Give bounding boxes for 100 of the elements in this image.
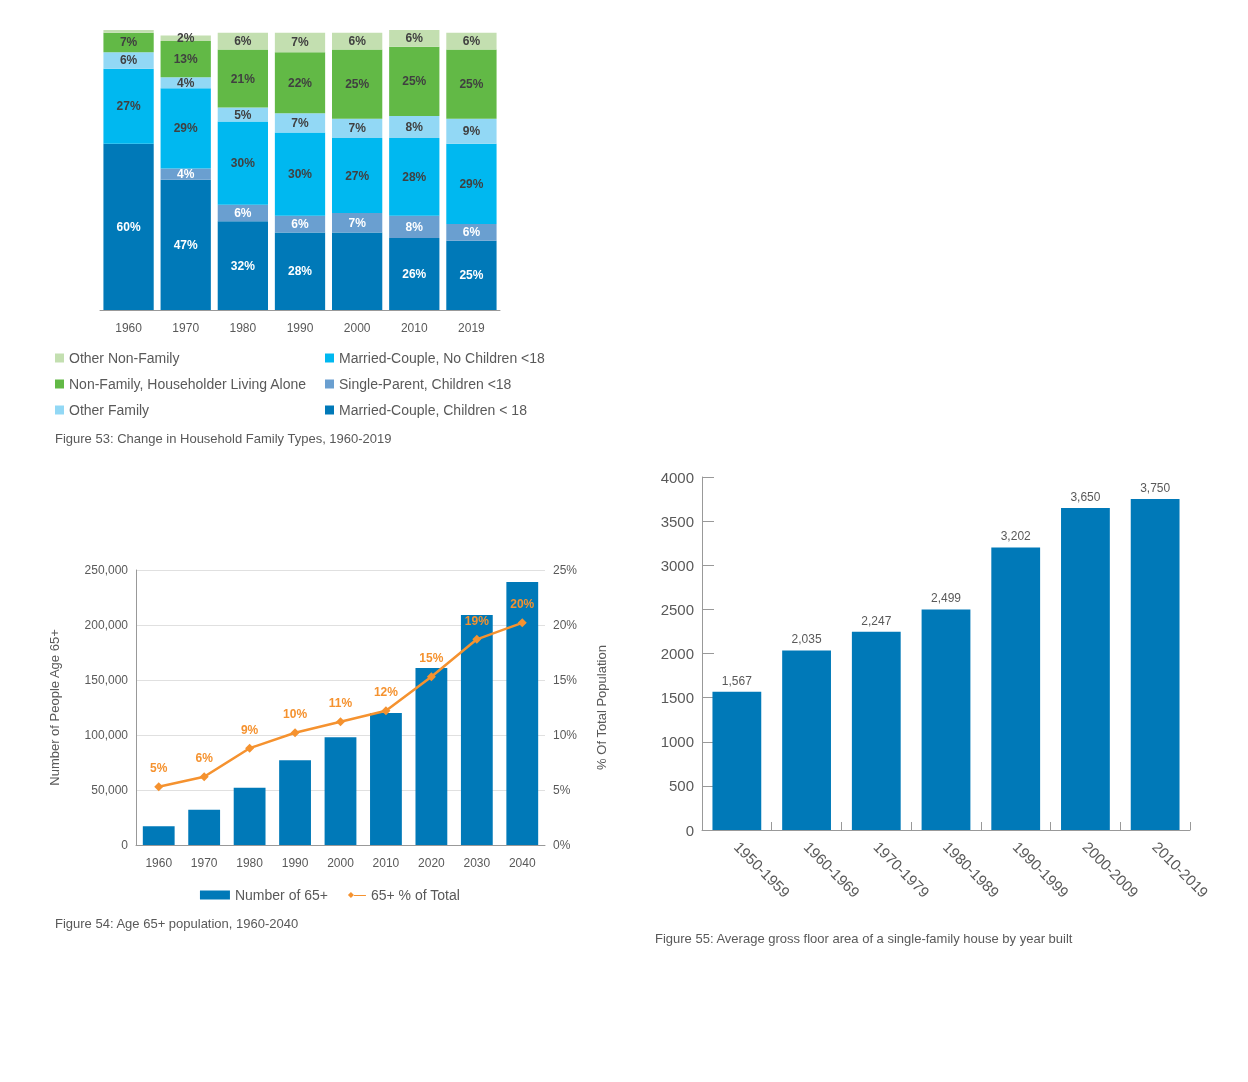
- y2-tick-label: 15%: [553, 673, 578, 687]
- bar: [332, 232, 383, 310]
- data-label: 6%: [119, 53, 138, 68]
- data-label: 29%: [173, 121, 199, 136]
- bar: [217, 121, 268, 205]
- y-tick-label: 4000: [660, 468, 694, 486]
- x-tick-label: 1960: [145, 856, 173, 870]
- data-label: 6%: [291, 217, 309, 232]
- data-label: 2,247: [861, 613, 892, 628]
- y-tick-label: 0: [121, 838, 129, 852]
- y-tick-label: 500: [668, 777, 694, 795]
- bar: [217, 221, 268, 310]
- data-label: 3,650: [1070, 489, 1101, 504]
- x-tick-label: 2030: [463, 856, 491, 870]
- bar: [274, 132, 326, 216]
- bar: [446, 49, 497, 119]
- bar: [415, 667, 448, 845]
- data-label: 6%: [462, 34, 481, 49]
- legend-label: Other Family: [69, 402, 150, 418]
- data-label: 7%: [291, 115, 309, 130]
- y-tick-label: 2500: [660, 600, 694, 618]
- data-label: 3,750: [1140, 481, 1171, 496]
- data-label: 7%: [348, 215, 367, 230]
- bar: [1130, 499, 1180, 830]
- data-label: 6%: [405, 31, 424, 46]
- y2-tick-label: 5%: [553, 783, 571, 797]
- x-tick-label: 1980: [229, 321, 257, 335]
- point: [381, 706, 391, 716]
- data-label: 22%: [287, 75, 313, 90]
- data-label: 4%: [177, 75, 195, 90]
- y-tick-label: 150,000: [84, 673, 129, 687]
- bar: [274, 232, 326, 310]
- point: [245, 743, 255, 753]
- bar: [274, 113, 326, 133]
- bar: [103, 143, 154, 310]
- bar: [160, 179, 211, 310]
- bar: [460, 615, 493, 845]
- y2-tick-label: 20%: [553, 618, 578, 632]
- data-label: 3,202: [1000, 529, 1032, 544]
- bar: [217, 49, 268, 108]
- data-label: 6%: [462, 225, 481, 240]
- bar: [188, 809, 221, 845]
- data-label: 9%: [240, 722, 259, 737]
- bar: [446, 143, 497, 225]
- y2-tick-label: 10%: [553, 728, 578, 742]
- data-label: 7%: [119, 35, 138, 50]
- data-label: 10%: [283, 707, 308, 722]
- text: Figure 55: Average gross floor area of a single-family house by year built: [655, 931, 1073, 946]
- legend-label: Married-Couple, Children < 18: [339, 402, 528, 418]
- bar: [389, 138, 440, 216]
- data-label: 1,567: [721, 673, 753, 688]
- data-label: 8%: [405, 120, 424, 135]
- y-tick-label: 3000: [660, 556, 694, 574]
- x-tick-label: 2000: [343, 321, 371, 335]
- y2-tick-label: 25%: [553, 563, 578, 577]
- text: Figure 53: Change in Household Family Types, 1960-2019: [55, 431, 392, 446]
- point: [472, 634, 482, 644]
- data-label: 32%: [230, 258, 256, 273]
- data-label: 2,499: [930, 591, 962, 606]
- data-label: 15%: [419, 651, 444, 666]
- data-label: 9%: [462, 124, 481, 139]
- data-label: 28%: [402, 169, 427, 184]
- point: [426, 672, 436, 682]
- data-label: 6%: [234, 205, 252, 220]
- data-label: 60%: [116, 219, 141, 234]
- legend-label: 65+ % of Total: [370, 887, 460, 903]
- bar: [712, 691, 762, 830]
- bar: [1061, 507, 1110, 830]
- bar: [274, 52, 326, 114]
- x-tick-label: 2040: [508, 856, 536, 870]
- data-label: 25%: [459, 268, 484, 283]
- legend-label: Non-Family, Householder Living Alone: [69, 376, 307, 392]
- text: Figure 54: Age 65+ population, 1960-2040: [55, 916, 299, 931]
- x-tick-label: 2020: [418, 856, 446, 870]
- x-tick-label: 2000: [327, 856, 355, 870]
- y-tick-label: 1500: [660, 689, 694, 707]
- x-tick-label: 2010: [400, 321, 428, 335]
- legend-label: Number of 65+: [234, 887, 328, 903]
- data-label: 25%: [402, 74, 427, 89]
- bar: [389, 46, 440, 116]
- bar: [921, 609, 971, 830]
- data-label: 12%: [373, 685, 399, 700]
- point: [290, 728, 300, 738]
- bar: [103, 30, 154, 33]
- data-label: 30%: [287, 167, 313, 182]
- y-axis-title: Number of People Age 65+: [47, 629, 62, 786]
- data-label: 6%: [195, 751, 214, 766]
- bar: [446, 118, 497, 144]
- point: [517, 618, 527, 628]
- y-tick-label: 1000: [660, 733, 694, 751]
- point: [199, 772, 209, 782]
- bar: [851, 631, 901, 830]
- bar: [991, 547, 1041, 830]
- data-label: 25%: [345, 77, 370, 92]
- data-label: 5%: [150, 761, 168, 776]
- x-tick-label: 1980: [236, 856, 264, 870]
- y2-axis-title: % Of Total Population: [594, 645, 609, 770]
- data-label: 13%: [173, 52, 199, 67]
- y-tick-label: 0: [685, 821, 694, 839]
- data-label: 26%: [402, 266, 427, 281]
